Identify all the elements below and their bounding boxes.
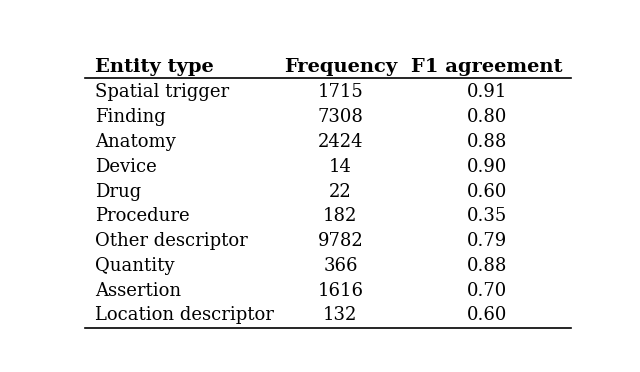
Text: 132: 132 [323,307,358,324]
Text: 0.80: 0.80 [467,108,507,126]
Text: F1 agreement: F1 agreement [411,58,563,76]
Text: 0.79: 0.79 [467,232,507,250]
Text: 0.60: 0.60 [467,183,507,201]
Text: 0.88: 0.88 [467,133,507,151]
Text: Spatial trigger: Spatial trigger [95,83,229,102]
Text: 1715: 1715 [317,83,364,102]
Text: 0.35: 0.35 [467,207,507,225]
Text: 9782: 9782 [317,232,364,250]
Text: 7308: 7308 [317,108,364,126]
Text: Procedure: Procedure [95,207,189,225]
Text: 2424: 2424 [317,133,363,151]
Text: Other descriptor: Other descriptor [95,232,248,250]
Text: 182: 182 [323,207,358,225]
Text: Anatomy: Anatomy [95,133,175,151]
Text: Assertion: Assertion [95,282,181,300]
Text: 0.90: 0.90 [467,158,507,176]
Text: Quantity: Quantity [95,257,174,275]
Text: Entity type: Entity type [95,58,214,76]
Text: 0.88: 0.88 [467,257,507,275]
Text: Device: Device [95,158,157,176]
Text: Finding: Finding [95,108,166,126]
Text: 14: 14 [329,158,352,176]
Text: Frequency: Frequency [284,58,397,76]
Text: Drug: Drug [95,183,141,201]
Text: 1616: 1616 [317,282,364,300]
Text: 22: 22 [329,183,352,201]
Text: 0.70: 0.70 [467,282,507,300]
Text: Location descriptor: Location descriptor [95,307,274,324]
Text: 0.60: 0.60 [467,307,507,324]
Text: 0.91: 0.91 [467,83,507,102]
Text: 366: 366 [323,257,358,275]
